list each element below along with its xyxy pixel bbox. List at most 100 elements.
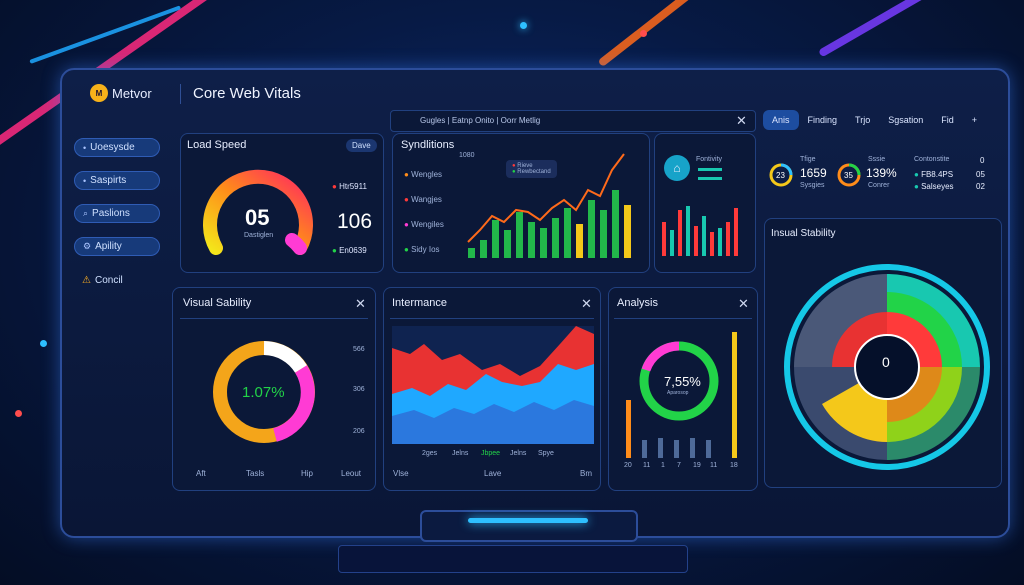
bottom-label: Leout [341,469,362,478]
legend-top: ● Htr5911 [332,182,367,191]
legend-label: Rewbectand [517,169,551,175]
intermance-title: Intermance [392,297,448,309]
syndications-chart [467,153,631,258]
legend-top-label: Htr5911 [339,182,367,191]
close-icon[interactable]: ✕ [355,296,366,311]
legend-dot: ● [404,245,412,254]
stat-ring-value: 35 [844,171,853,180]
tab-anis[interactable]: Anis [763,110,799,130]
radial-center-value: 0 [882,354,890,370]
close-icon[interactable]: ✕ [736,113,747,128]
bg-streak [597,0,761,68]
legend-label: Wengles [411,170,443,179]
sidebar-item-label: Apility [95,241,122,252]
legend-dot: ● [512,163,518,169]
app-logo[interactable]: M Metvor [90,84,152,102]
stat-title: Sssie [868,156,886,163]
sidebar-item-concil[interactable]: ⚠ Concil [74,271,160,290]
visual-stability-title: Visual Sability [183,297,252,309]
add-tab-button[interactable]: + [971,115,978,125]
legend-dot: ● [404,220,412,229]
bottom-label: Aft [196,469,206,478]
bg-dot [40,340,47,347]
bg-streak [818,0,1013,58]
tab-fid[interactable]: Fid [941,115,954,125]
search-icon: ⌕ [83,208,89,218]
visual-stability-panel [172,287,376,491]
x-tick-label: Spye [538,450,554,457]
sidebar-item-saspirts[interactable]: • Saspirts [74,171,160,190]
intermance-area-chart [392,326,594,444]
filter-tabs[interactable]: Gugles | Eatnp Onito | Oorr Metlig [420,116,541,125]
legend-label: Wangjes [411,195,442,204]
legend-dot: ● [404,195,412,204]
bookmark-icon[interactable]: ⌂ [664,155,690,181]
legend-label: Rieve [517,163,533,169]
bg-dot [640,30,647,37]
dot-icon: • [83,142,87,153]
sidebar-item-uoesysde[interactable]: • Uoesysde [74,138,160,157]
axis-label: 206 [353,428,365,435]
sidebar-item-paslions[interactable]: ⌕ Paslions [74,204,160,223]
load-speed-caption: Dastiglen [244,232,274,239]
x-tick-label: 1 [661,462,665,469]
visual-stability-value: 1.07% [242,384,285,401]
load-speed-badge[interactable]: Dave [346,139,377,152]
analysis-caption: Aparosop [667,390,689,396]
insual-stability-title: Insual Stability [771,228,836,239]
close-icon[interactable]: ✕ [738,296,749,311]
stand-light [468,518,588,523]
stat-sub-label: Salseyes [921,182,954,191]
stat-sub: ● Salseyes [914,182,954,191]
stat-ring-value: 23 [776,171,785,180]
legend-dot: ● [332,246,340,255]
stat-value: 139% [866,166,897,180]
stat-title: Tfige [800,156,816,163]
x-tick-label: 11 [710,462,718,469]
bg-dot [15,410,22,417]
syndications-title: Syndlitions [401,139,455,151]
syndications-legend: ● Wengles ● Wangjes ● Wengiles ● Sidy Io… [404,170,464,254]
load-speed-value: 05 [245,205,270,230]
sidebar-item-label: Concil [94,275,123,286]
stat-title: Contonstite [914,156,950,163]
legend-dot: ● [404,170,412,179]
x-tick-label: 18 [730,462,738,469]
bg-dot [520,22,527,29]
divider [390,318,594,319]
fontivity-label: Fontivity [696,156,723,163]
stat-value: 1659 [800,166,827,180]
load-speed-side-value: 106 [337,210,373,233]
legend-item: ● Wangjes [404,195,464,204]
load-speed-gauge [203,169,313,255]
fontivity-chart [662,206,738,256]
legend-bottom: ● En0639 [332,246,367,255]
x-tick-label: 2ges [422,450,438,457]
axis-label: 566 [353,346,365,353]
tab-finding[interactable]: Finding [807,115,838,125]
stat-ring [769,163,793,187]
x-tick-label: 19 [693,462,701,469]
tab-sgsation[interactable]: Sgsation [888,115,924,125]
x-tick-label: Jelns [510,450,527,457]
bg-streak [29,5,182,64]
legend-item: ● Sidy Ios [404,245,464,254]
close-icon[interactable]: ✕ [581,296,592,311]
right-tab-bar: Anis Finding Trjo Sgsation Fid + [763,108,997,132]
filter-bar [390,110,756,132]
mini-legend-box: ● Rieve ● Rewbectand [506,160,557,178]
divider [180,318,368,319]
sidebar-item-label: Uoesysde [90,142,135,153]
legend-item: ● Wengiles [404,220,464,229]
logo-text: Metvor [112,85,152,101]
sidebar-item-apility[interactable]: ⚙ Apility [74,237,160,256]
legend-item: ● Wengles [404,170,464,179]
legend-label: Sidy Ios [411,245,440,254]
legend-label: Wengiles [411,220,444,229]
stat-side-value: 05 [976,170,985,179]
visual-stability-donut [213,341,315,443]
bottom-label: Lave [484,469,502,478]
analysis-value: 7,55% [664,374,701,389]
tab-trjo[interactable]: Trjo [855,115,871,125]
sidebar-item-label: Paslions [92,208,130,219]
